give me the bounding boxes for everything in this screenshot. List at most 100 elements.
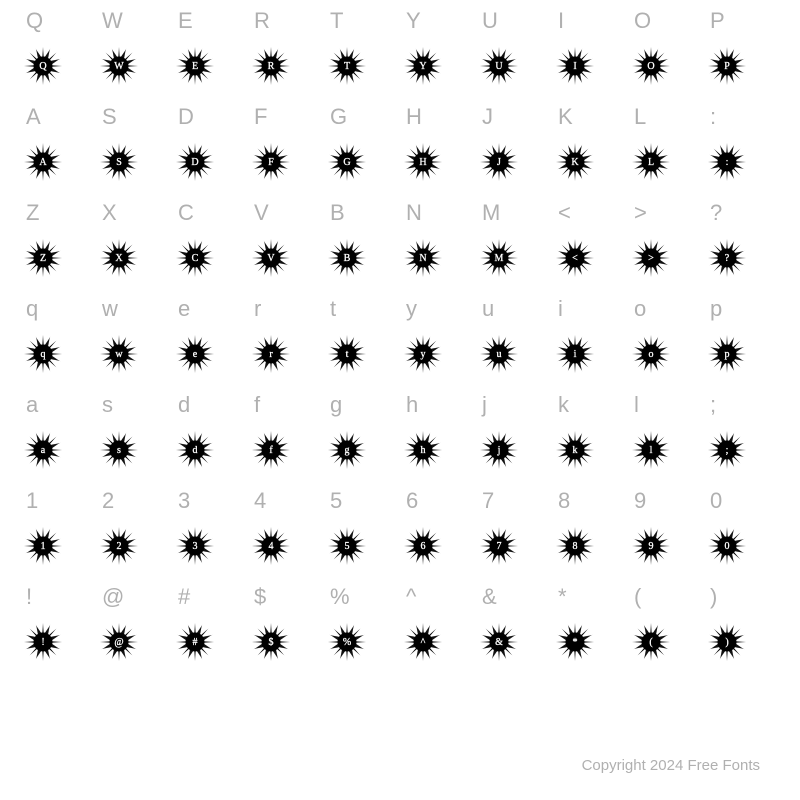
- glyph-cell: q: [22, 330, 98, 378]
- char-label: J: [478, 96, 554, 138]
- starburst-icon: J: [480, 143, 518, 181]
- glyph-char: ?: [725, 253, 729, 264]
- starburst-icon: e: [176, 335, 214, 373]
- glyph-char: 9: [649, 541, 654, 552]
- glyph-cell: 1: [22, 522, 98, 570]
- character-map-grid: QWERTYUIOP Q W E R T Y U: [0, 0, 800, 672]
- char-label: W: [98, 0, 174, 42]
- glyph-cell: L: [630, 138, 706, 186]
- char-label: 3: [174, 480, 250, 522]
- starburst-icon: (: [632, 623, 670, 661]
- starburst-icon: 4: [252, 527, 290, 565]
- glyph-char: r: [269, 349, 272, 360]
- char-label: Z: [22, 192, 98, 234]
- starburst-icon: 6: [404, 527, 442, 565]
- glyph-cell: &: [478, 618, 554, 666]
- glyph-cell: R: [250, 42, 326, 90]
- starburst-icon: g: [328, 431, 366, 469]
- glyph-char: F: [268, 157, 274, 168]
- char-label: H: [402, 96, 478, 138]
- glyph-cell: ?: [706, 234, 782, 282]
- label-row: QWERTYUIOP: [22, 0, 782, 42]
- label-row: 1234567890: [22, 480, 782, 522]
- starburst-icon: 5: [328, 527, 366, 565]
- glyph-char: K: [571, 157, 578, 168]
- glyph-char: L: [648, 157, 654, 168]
- char-label: ;: [706, 384, 782, 426]
- char-label: k: [554, 384, 630, 426]
- glyph-cell: o: [630, 330, 706, 378]
- glyph-cell: 2: [98, 522, 174, 570]
- glyph-char: @: [114, 637, 123, 648]
- char-label: Y: [402, 0, 478, 42]
- starburst-icon: u: [480, 335, 518, 373]
- glyph-cell: u: [478, 330, 554, 378]
- starburst-icon: X: [100, 239, 138, 277]
- glyph-char: T: [344, 61, 350, 72]
- glyph-char: 2: [117, 541, 122, 552]
- glyph-char: 4: [269, 541, 274, 552]
- glyph-cell: ;: [706, 426, 782, 474]
- starburst-icon: T: [328, 47, 366, 85]
- starburst-icon: ^: [404, 623, 442, 661]
- char-label: 4: [250, 480, 326, 522]
- glyph-char: X: [115, 253, 122, 264]
- starburst-icon: Q: [24, 47, 62, 85]
- glyph-char: %: [343, 637, 351, 648]
- glyph-cell: X: [98, 234, 174, 282]
- glyph-cell: G: [326, 138, 402, 186]
- glyph-cell: Q: [22, 42, 98, 90]
- starburst-icon: ;: [708, 431, 746, 469]
- glyph-cell: M: [478, 234, 554, 282]
- label-row: !@#$%^&*(): [22, 576, 782, 618]
- char-label: L: [630, 96, 706, 138]
- glyph-cell: y: [402, 330, 478, 378]
- glyph-cell: D: [174, 138, 250, 186]
- char-label: q: [22, 288, 98, 330]
- glyph-char: O: [647, 61, 654, 72]
- glyph-cell: P: [706, 42, 782, 90]
- glyph-cell: S: [98, 138, 174, 186]
- glyph-cell: s: [98, 426, 174, 474]
- starburst-icon: U: [480, 47, 518, 85]
- glyph-cell: h: [402, 426, 478, 474]
- glyph-cell: N: [402, 234, 478, 282]
- starburst-icon: !: [24, 623, 62, 661]
- glyph-cell: 3: [174, 522, 250, 570]
- glyph-char: E: [192, 61, 198, 72]
- char-label: w: [98, 288, 174, 330]
- starburst-icon: r: [252, 335, 290, 373]
- glyph-char: (: [649, 637, 652, 648]
- starburst-icon: K: [556, 143, 594, 181]
- glyph-cell: 9: [630, 522, 706, 570]
- glyph-char: k: [573, 445, 578, 456]
- starburst-icon: S: [100, 143, 138, 181]
- glyph-char: 6: [421, 541, 426, 552]
- glyph-char: D: [191, 157, 198, 168]
- row-pair: QWERTYUIOP Q W E R T Y U: [22, 0, 782, 90]
- glyph-char: a: [41, 445, 45, 456]
- glyph-char: #: [193, 637, 198, 648]
- glyph-char: U: [495, 61, 502, 72]
- starburst-icon: o: [632, 335, 670, 373]
- glyph-char: u: [497, 349, 502, 360]
- starburst-icon: L: [632, 143, 670, 181]
- char-label: V: [250, 192, 326, 234]
- char-label: M: [478, 192, 554, 234]
- char-label: <: [554, 192, 630, 234]
- glyph-cell: F: [250, 138, 326, 186]
- char-label: u: [478, 288, 554, 330]
- glyph-cell: f: [250, 426, 326, 474]
- glyph-cell: E: [174, 42, 250, 90]
- starburst-icon: 2: [100, 527, 138, 565]
- starburst-icon: N: [404, 239, 442, 277]
- starburst-icon: O: [632, 47, 670, 85]
- glyph-char: !: [41, 637, 44, 648]
- char-label: e: [174, 288, 250, 330]
- row-pair: asdfghjkl; a s d f g h j: [22, 384, 782, 474]
- starburst-icon: M: [480, 239, 518, 277]
- starburst-icon: f: [252, 431, 290, 469]
- glyph-char: ;: [726, 445, 729, 456]
- starburst-icon: #: [176, 623, 214, 661]
- glyph-cell: I: [554, 42, 630, 90]
